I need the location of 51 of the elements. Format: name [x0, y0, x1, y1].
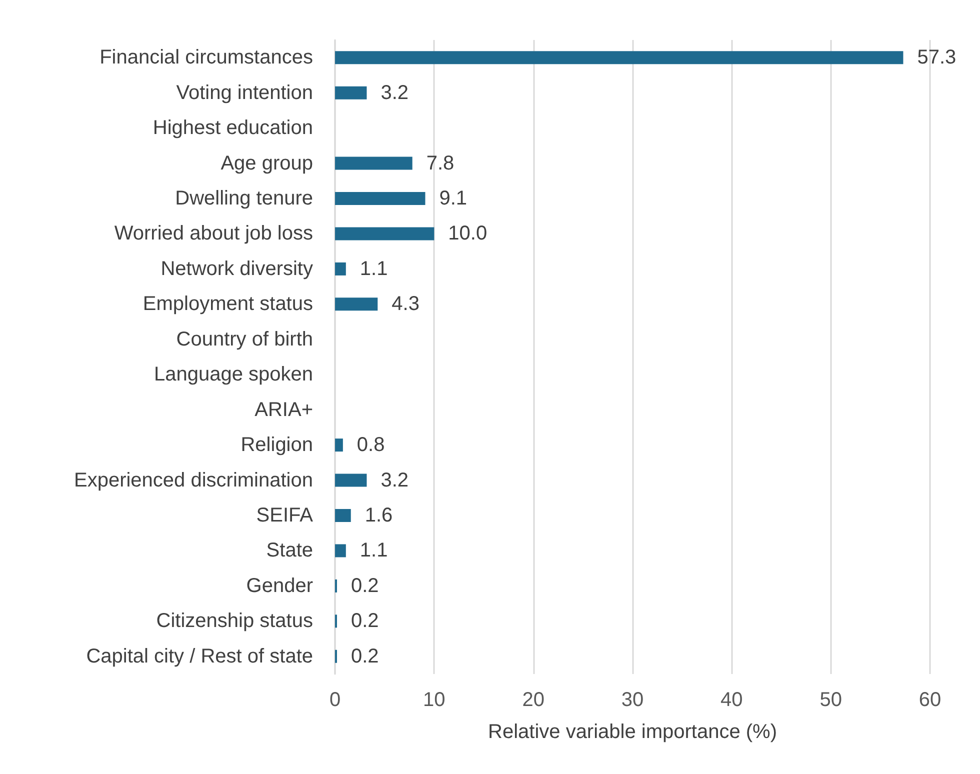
- data-label: 0.2: [350, 610, 379, 632]
- data-label: 0.8: [356, 434, 385, 456]
- y-tick-label: Citizenship status: [156, 610, 313, 632]
- y-tick-label: Worried about job loss: [114, 222, 313, 245]
- x-axis-title: Relative variable importance (%): [488, 721, 778, 743]
- data-label: 1.6: [364, 504, 393, 526]
- bar: [335, 438, 343, 452]
- y-tick-label: Financial circumstances: [100, 46, 313, 69]
- data-label: 0.2: [350, 574, 379, 597]
- y-tick-label: Network diversity: [160, 258, 313, 280]
- data-label: 7.8: [426, 152, 454, 174]
- x-tick-label: 60: [918, 689, 942, 711]
- bar: [335, 86, 367, 100]
- bar: [335, 262, 346, 276]
- data-label: 57.3: [917, 46, 956, 69]
- bar: [335, 227, 434, 240]
- data-label: 1.1: [360, 258, 388, 280]
- y-tick-label: Employment status: [142, 293, 313, 316]
- x-tick-label: 40: [720, 689, 743, 711]
- bar: [335, 156, 412, 170]
- data-label: 1.1: [360, 540, 388, 562]
- y-tick-label: Dwelling tenure: [175, 188, 313, 210]
- x-tick-label: 0: [329, 689, 341, 711]
- data-label: 3.2: [380, 469, 409, 492]
- y-tick-label: Religion: [240, 434, 313, 456]
- data-label: 9.1: [439, 188, 468, 210]
- y-tick-label: Highest education: [152, 117, 313, 140]
- y-tick-label: Language spoken: [154, 364, 313, 386]
- y-tick-label: Experienced discrimination: [74, 469, 313, 492]
- data-label: 0.2: [350, 645, 379, 668]
- y-tick-label: SEIFA: [256, 504, 314, 526]
- x-tick-label: 30: [621, 689, 644, 711]
- x-tick-label: 10: [423, 689, 446, 711]
- data-label: 3.2: [380, 82, 409, 104]
- y-tick-label: Voting intention: [176, 82, 313, 104]
- x-tick-label: 20: [522, 689, 544, 711]
- bar: [335, 51, 904, 64]
- x-tick-label: 50: [820, 689, 842, 711]
- bar: [335, 509, 351, 522]
- y-tick-label: State: [266, 540, 313, 562]
- bar: [335, 544, 346, 558]
- bar: [335, 474, 367, 487]
- y-tick-label: Age group: [220, 152, 313, 174]
- y-tick-label: Capital city / Rest of state: [86, 645, 313, 668]
- data-label: 10.0: [448, 222, 488, 245]
- y-tick-label: Gender: [246, 574, 314, 597]
- y-tick-label: Country of birth: [176, 328, 313, 350]
- bar: [335, 298, 378, 311]
- bar: [335, 192, 426, 205]
- y-tick-label: ARIA+: [254, 398, 313, 421]
- data-label: 4.3: [392, 293, 420, 316]
